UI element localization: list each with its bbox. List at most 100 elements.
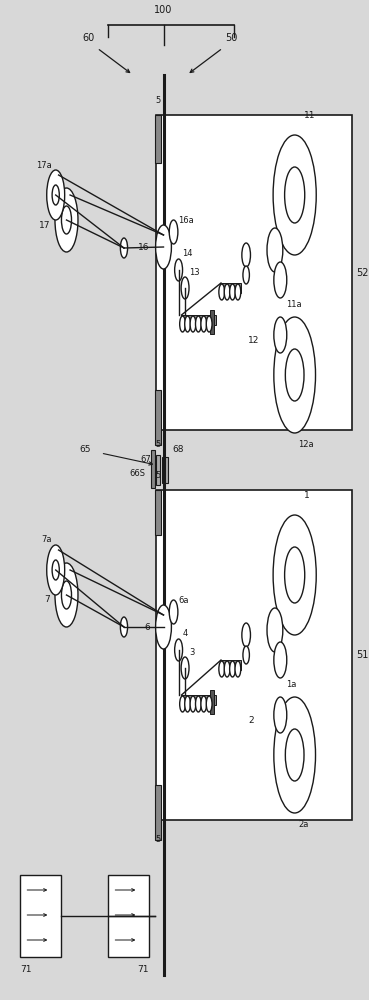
Circle shape	[175, 259, 183, 281]
Circle shape	[230, 284, 235, 300]
Bar	[108, 875, 149, 957]
Circle shape	[235, 284, 241, 300]
Text: 65: 65	[79, 446, 90, 454]
Circle shape	[206, 316, 212, 332]
Circle shape	[181, 277, 189, 299]
Bar	[221, 660, 241, 670]
Circle shape	[52, 185, 59, 205]
Circle shape	[52, 560, 59, 580]
Bar	[155, 390, 161, 445]
Bar	[156, 115, 352, 430]
Text: 4: 4	[183, 629, 188, 638]
Circle shape	[156, 225, 172, 269]
Circle shape	[55, 563, 78, 627]
Circle shape	[284, 547, 305, 603]
Bar	[20, 875, 61, 957]
Circle shape	[196, 316, 201, 332]
Circle shape	[274, 262, 287, 298]
Text: 5: 5	[155, 440, 161, 449]
Circle shape	[156, 605, 172, 649]
Text: 13: 13	[189, 268, 200, 277]
Bar	[210, 310, 214, 334]
Bar	[155, 785, 161, 840]
Text: 12: 12	[248, 336, 259, 345]
Circle shape	[190, 316, 196, 332]
Bar	[162, 457, 168, 483]
Circle shape	[242, 623, 251, 647]
Circle shape	[120, 617, 128, 637]
Circle shape	[230, 661, 235, 677]
Circle shape	[55, 188, 78, 252]
Circle shape	[169, 220, 178, 244]
Circle shape	[62, 581, 72, 609]
Circle shape	[169, 600, 178, 624]
Circle shape	[62, 206, 72, 234]
Text: 17a: 17a	[37, 160, 52, 169]
Text: 11: 11	[304, 111, 315, 120]
Circle shape	[224, 661, 230, 677]
Text: 51: 51	[356, 650, 368, 660]
Text: 60: 60	[82, 33, 94, 43]
Bar	[221, 283, 241, 293]
Circle shape	[206, 696, 212, 712]
Circle shape	[219, 284, 225, 300]
Circle shape	[242, 243, 251, 267]
Text: 1: 1	[304, 491, 310, 500]
Bar	[151, 450, 155, 488]
Text: 12a: 12a	[298, 440, 314, 449]
Text: 14: 14	[183, 249, 193, 258]
Circle shape	[273, 135, 316, 255]
Text: 5: 5	[155, 835, 161, 844]
Circle shape	[243, 266, 249, 284]
Bar	[155, 115, 161, 163]
Circle shape	[190, 696, 196, 712]
Circle shape	[273, 515, 316, 635]
Text: 5: 5	[155, 96, 161, 105]
Circle shape	[185, 316, 190, 332]
Circle shape	[224, 284, 230, 300]
Circle shape	[120, 238, 128, 258]
Circle shape	[267, 228, 283, 272]
Circle shape	[181, 657, 189, 679]
Circle shape	[185, 696, 190, 712]
Text: 71: 71	[20, 965, 31, 974]
Circle shape	[274, 697, 315, 813]
Circle shape	[180, 696, 186, 712]
Circle shape	[284, 167, 305, 223]
Text: 16a: 16a	[178, 216, 194, 225]
Text: 67: 67	[140, 456, 151, 464]
Text: 16: 16	[138, 242, 150, 251]
Circle shape	[274, 697, 287, 733]
Circle shape	[285, 729, 304, 781]
Text: 100: 100	[154, 5, 173, 15]
Circle shape	[180, 316, 186, 332]
Circle shape	[274, 317, 315, 433]
Text: 6: 6	[144, 622, 150, 632]
Circle shape	[235, 661, 241, 677]
Text: 17: 17	[39, 221, 50, 230]
Circle shape	[196, 696, 201, 712]
Circle shape	[274, 642, 287, 678]
Text: 1a: 1a	[286, 680, 296, 689]
Circle shape	[175, 639, 183, 661]
Circle shape	[274, 317, 287, 353]
Bar	[210, 690, 214, 714]
Circle shape	[243, 646, 249, 664]
Circle shape	[285, 349, 304, 401]
Text: 2: 2	[248, 716, 254, 725]
Text: 7: 7	[45, 595, 50, 604]
Text: 3: 3	[189, 648, 194, 657]
Text: 11a: 11a	[286, 300, 301, 309]
Bar	[156, 455, 160, 485]
Bar	[156, 490, 352, 820]
Bar	[182, 695, 215, 705]
Circle shape	[219, 661, 225, 677]
Circle shape	[201, 696, 207, 712]
Text: 52: 52	[356, 267, 368, 277]
Text: 71: 71	[138, 965, 149, 974]
Bar	[182, 315, 215, 325]
Text: 7a: 7a	[42, 535, 52, 544]
Bar	[155, 490, 161, 535]
Text: 50: 50	[225, 33, 238, 43]
Text: 2a: 2a	[298, 820, 308, 829]
